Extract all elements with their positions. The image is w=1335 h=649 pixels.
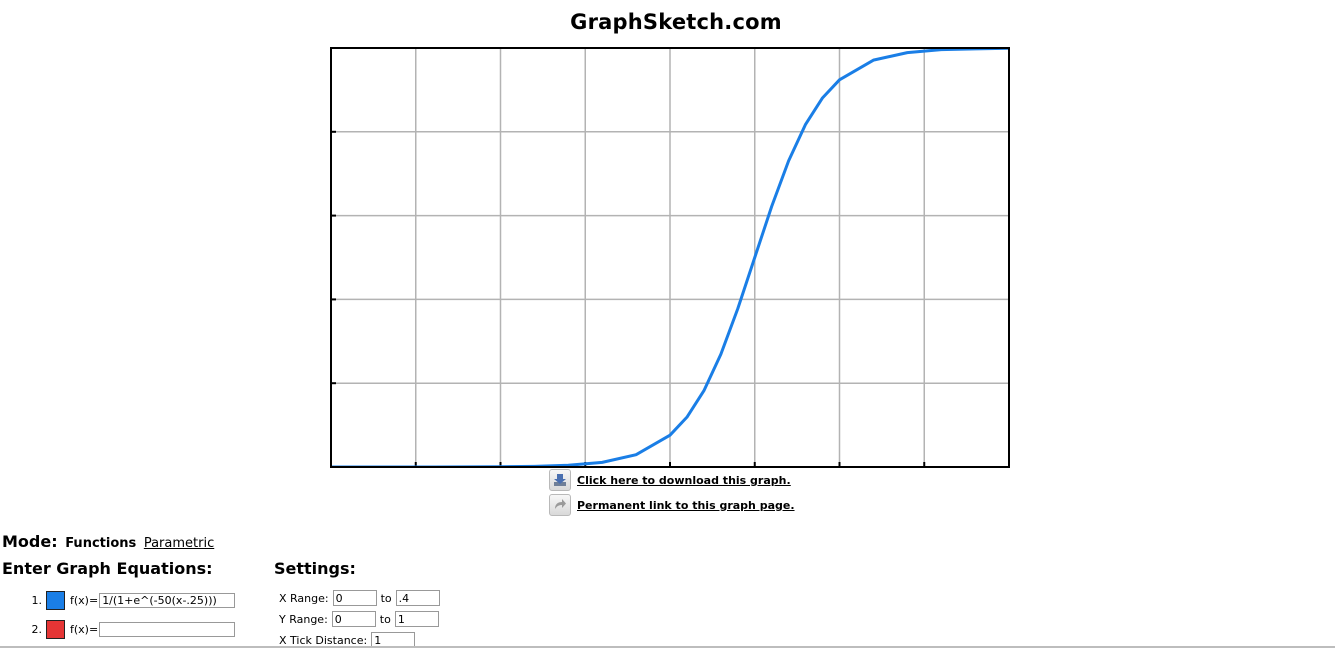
y-range-row: Y Range: to <box>279 610 439 628</box>
x-range-row: X Range: to <box>279 589 440 607</box>
graph-canvas <box>330 47 1010 468</box>
permanent-link[interactable]: Permanent link to this graph page. <box>549 494 795 516</box>
x-range-to-label: to <box>380 591 392 605</box>
x-range-label: X Range: <box>279 591 329 605</box>
mode-parametric-link[interactable]: Parametric <box>143 536 215 551</box>
equation-number: 2. <box>31 622 43 636</box>
equation-input-1[interactable] <box>99 592 236 608</box>
link-arrow-icon <box>549 494 571 516</box>
equations-heading: Enter Graph Equations: <box>2 559 213 578</box>
mode-functions: Functions <box>65 536 137 551</box>
permanent-link-label: Permanent link to this graph page. <box>577 498 795 512</box>
equation-prefix: f(x)= <box>70 593 99 607</box>
equation-number: 1. <box>31 593 43 607</box>
equation-prefix: f(x)= <box>70 622 99 636</box>
y-range-to-label: to <box>379 612 391 626</box>
download-link-label: Click here to download this graph. <box>577 473 791 487</box>
x-range-max-input[interactable] <box>395 590 440 606</box>
equation-color-swatch-red[interactable] <box>46 619 65 639</box>
page-divider <box>0 646 1335 648</box>
equation-color-swatch-blue[interactable] <box>46 590 65 610</box>
download-icon <box>549 469 571 491</box>
equation-input-2[interactable] <box>99 621 236 637</box>
y-range-label: Y Range: <box>279 612 328 626</box>
graph-frame <box>330 47 1010 468</box>
y-range-min-input[interactable] <box>331 611 376 627</box>
mode-selector: Mode: Functions Parametric <box>2 532 214 551</box>
site-title: GraphSketch.com <box>570 10 782 34</box>
x-range-min-input[interactable] <box>332 590 377 606</box>
equation-row-1: 1. f(x)= <box>30 589 236 611</box>
mode-label: Mode: <box>2 532 58 551</box>
settings-heading: Settings: <box>274 559 356 578</box>
x-tick-label: X Tick Distance: <box>279 633 368 647</box>
y-range-max-input[interactable] <box>394 611 439 627</box>
download-graph-link[interactable]: Click here to download this graph. <box>549 469 791 491</box>
equation-row-2: 2. f(x)= <box>30 618 236 640</box>
grid-lines <box>330 47 1010 468</box>
